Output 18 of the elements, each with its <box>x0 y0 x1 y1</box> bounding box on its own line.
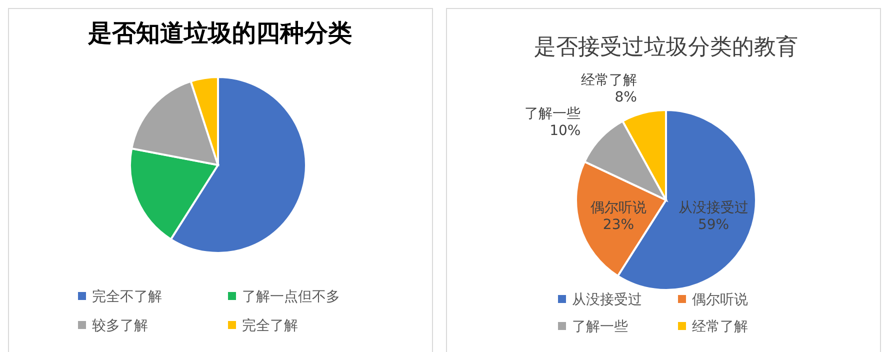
slice-label: 了解一些 <box>524 106 581 122</box>
slice-label: 经常了解 <box>580 72 637 89</box>
legend-label: 了解一点但不多 <box>242 289 340 305</box>
data-label: 23% <box>602 216 634 233</box>
data-label: 59% <box>698 216 730 233</box>
chart-title: 是否接受过垃圾分类的教育 <box>534 34 798 60</box>
data-label: 10% <box>550 122 581 139</box>
legend-label: 完全了解 <box>242 318 298 334</box>
legend-label: 经常了解 <box>692 319 748 335</box>
data-label: 8% <box>614 90 637 106</box>
legend-label: 了解一些 <box>572 319 628 335</box>
legend-label: 完全不了解 <box>92 289 162 305</box>
legend-label: 较多了解 <box>92 318 148 334</box>
legend-label: 从没接受过 <box>572 292 642 308</box>
chart-title: 是否知道垃圾的四种分类 <box>87 19 352 47</box>
slice-label: 偶尔听说 <box>590 200 646 216</box>
slice-label: 从没接受过 <box>678 200 749 216</box>
legend-label: 偶尔听说 <box>692 292 748 308</box>
